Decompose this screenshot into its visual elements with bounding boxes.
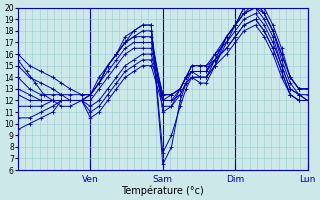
X-axis label: Température (°c): Température (°c) (121, 185, 204, 196)
